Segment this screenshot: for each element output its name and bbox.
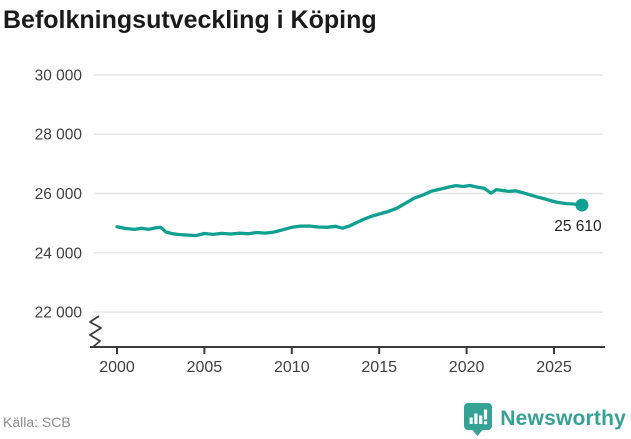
x-tick-label: 2015 — [361, 359, 397, 376]
chart-title: Befolkningsutveckling i Köping — [3, 6, 377, 34]
y-tick-label: 28 000 — [35, 127, 83, 144]
last-value-dot — [575, 198, 589, 212]
x-tick-label: 2010 — [274, 359, 310, 376]
newsworthy-logo[interactable]: Newsworthy — [463, 402, 626, 436]
newsworthy-logo-icon — [464, 403, 493, 436]
population-line — [115, 183, 584, 238]
y-tick-label: 26 000 — [35, 186, 83, 203]
y-tick-label: 24 000 — [35, 245, 83, 262]
y-axis-break-icon — [89, 315, 102, 348]
last-value-label: 25 610 — [554, 218, 602, 235]
x-tick-label: 2000 — [99, 359, 135, 376]
x-tick-label: 2020 — [449, 359, 485, 376]
y-tick-label: 22 000 — [35, 305, 83, 322]
y-tick-label: 30 000 — [35, 67, 83, 84]
x-tick-label: 2025 — [536, 359, 572, 376]
newsworthy-wordmark: Newsworthy — [500, 407, 626, 430]
x-tick-label: 2005 — [187, 359, 223, 376]
source-label: Källa: SCB — [3, 414, 71, 430]
